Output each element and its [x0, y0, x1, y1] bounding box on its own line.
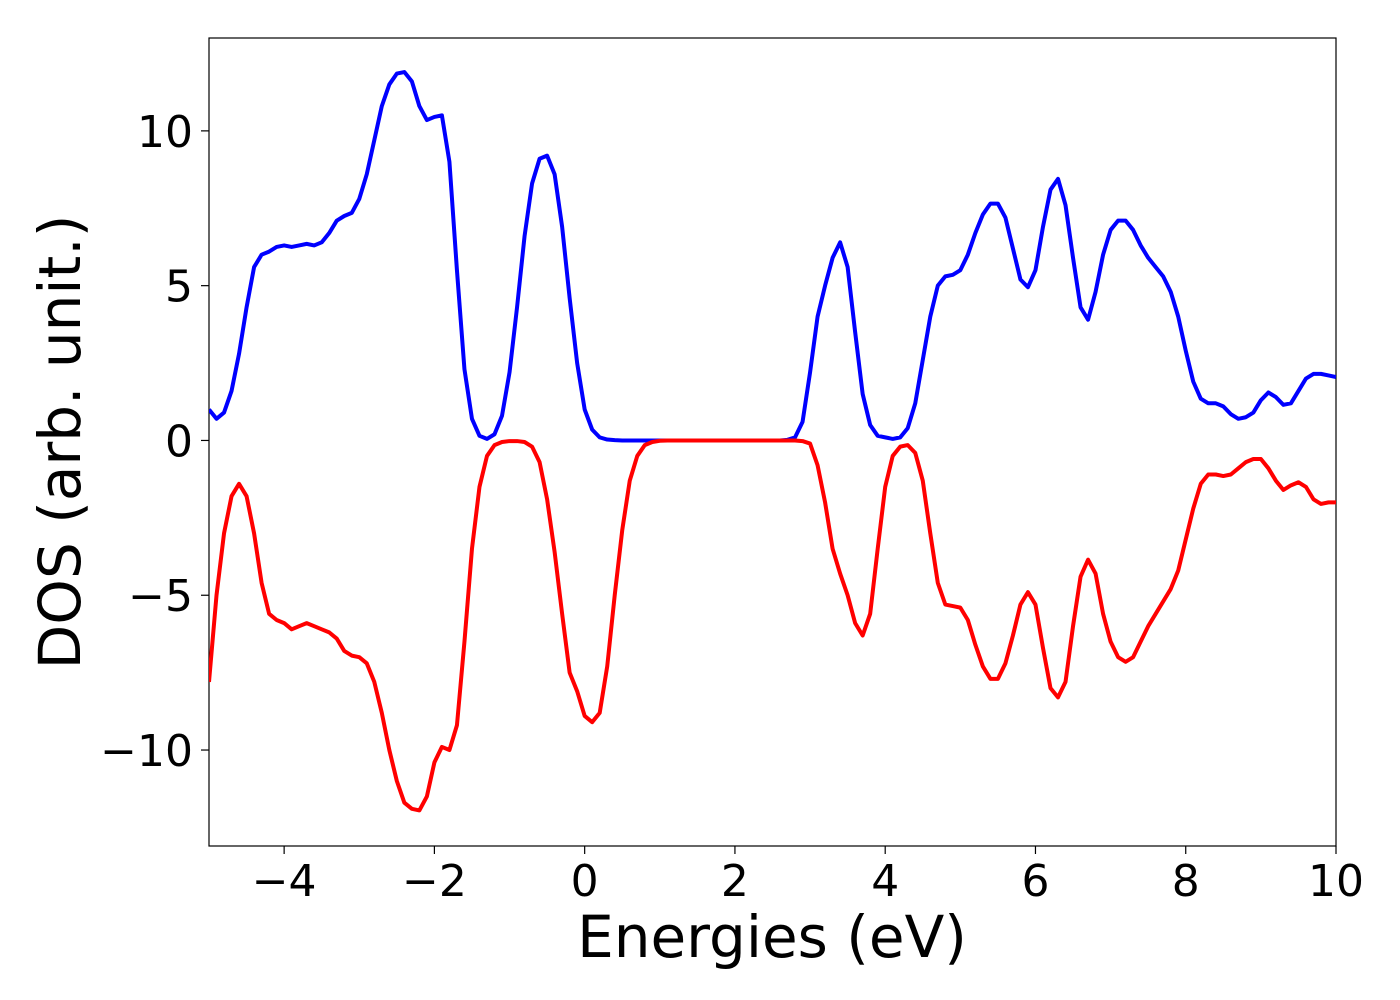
- x-tick-label: −2: [402, 856, 467, 907]
- y-tick-label: 10: [137, 107, 193, 158]
- dos-line: [209, 438, 1336, 813]
- x-tick-label: 0: [571, 856, 599, 907]
- x-tick-label: 8: [1172, 856, 1200, 907]
- y-tick-label: −10: [100, 726, 193, 777]
- y-tick-label: 5: [165, 262, 193, 313]
- x-tick-label: 10: [1308, 856, 1364, 907]
- dos-line: [209, 70, 1336, 443]
- x-axis-label: Energies (eV): [577, 903, 967, 971]
- y-axis-label: DOS (arb. unit.): [26, 215, 94, 670]
- y-tick-label: −5: [128, 571, 193, 622]
- y-tick-label: 0: [165, 416, 193, 467]
- x-tick-label: 4: [871, 856, 899, 907]
- plot-area: [209, 70, 1336, 813]
- x-tick-label: 6: [1021, 856, 1049, 907]
- x-tick-label: −4: [252, 856, 317, 907]
- x-tick-label: 2: [721, 856, 749, 907]
- plot-frame: [208, 37, 1337, 847]
